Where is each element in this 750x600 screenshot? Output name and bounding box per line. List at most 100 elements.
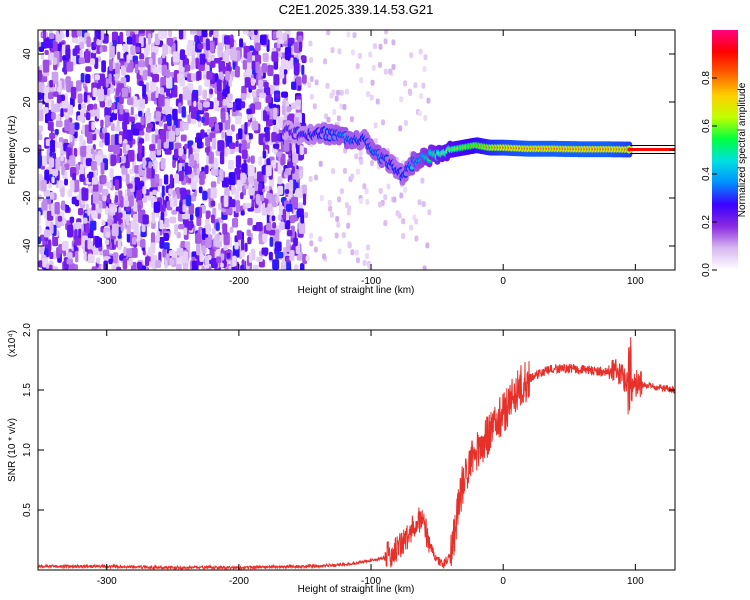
spectrogram-noise-cell — [278, 51, 283, 58]
spectrogram-noise-cell — [218, 71, 225, 81]
spectrogram-noise-cell — [196, 137, 203, 149]
spectrogram-noise-cell — [256, 171, 263, 182]
y-tick-label: -40 — [22, 238, 33, 253]
spectrogram-noise-cell — [60, 108, 64, 118]
spectrogram-noise-cell — [67, 224, 74, 238]
spectrogram-noise-cell — [409, 52, 414, 59]
spectrogram-noise-cell — [388, 68, 393, 75]
spectrogram-noise-cell — [105, 231, 111, 238]
spectrogram-noise-cell — [427, 209, 432, 216]
spectrogram-noise-cell — [55, 33, 62, 42]
spectrogram-noise-cell — [372, 43, 377, 50]
spectrogram-noise-cell — [176, 247, 184, 256]
spectrogram-noise-cell — [90, 148, 95, 155]
spectrogram-noise-layer — [38, 30, 432, 270]
spectrogram-noise-cell — [358, 197, 363, 204]
spectrogram-noise-cell — [175, 127, 180, 136]
spectrogram-noise-cell — [94, 74, 100, 81]
spectrogram-noise-cell — [117, 190, 123, 201]
x-tick-label: 100 — [627, 276, 644, 287]
spectrogram-noise-cell — [210, 258, 218, 269]
spectrogram-noise-cell — [195, 57, 199, 70]
spectrogram-noise-cell — [169, 259, 175, 265]
spectrogram-noise-cell — [425, 242, 430, 249]
spectrogram-noise-cell — [54, 128, 59, 136]
spectrogram-noise-cell — [398, 125, 403, 132]
spectrogram-noise-cell — [196, 243, 201, 256]
spectrogram-noise-cell — [184, 90, 192, 101]
spectrogram-noise-cell — [143, 160, 147, 166]
spectrogram-noise-cell — [246, 108, 252, 115]
y-tick-label: 40 — [22, 48, 33, 60]
spectrogram-noise-cell — [228, 265, 232, 270]
spectrogram-noise-cell — [180, 134, 187, 142]
spectrogram-noise-cell — [204, 255, 209, 265]
spectrogram-noise-cell — [96, 207, 102, 214]
spectrogram-noise-cell — [423, 114, 428, 121]
spectrogram-noise-cell — [283, 69, 288, 75]
spectrogram-noise-cell — [184, 64, 191, 72]
spectrogram-noise-cell — [200, 245, 207, 254]
spectrogram-noise-cell — [304, 212, 309, 219]
spectrogram-noise-cell — [206, 71, 213, 80]
spectrogram-noise-cell — [198, 186, 203, 194]
spectrogram-noise-cell — [240, 264, 245, 270]
spectrogram-noise-cell — [49, 151, 53, 157]
spectrogram-noise-cell — [93, 103, 98, 110]
spectrogram-noise-cell — [401, 233, 406, 240]
colorbar-label: Normalized spectral amplitude — [737, 82, 748, 217]
colorbar-tick-label: 0.8 — [701, 71, 712, 85]
spectrogram-noise-cell — [383, 68, 388, 75]
spectrogram-noise-cell — [418, 48, 423, 55]
spectrogram-noise-cell — [254, 30, 258, 36]
spectrogram-noise-cell — [276, 122, 281, 129]
spectrogram-noise-cell — [138, 60, 146, 68]
spectrogram-noise-cell — [42, 59, 50, 73]
spectrogram-noise-cell — [309, 232, 314, 239]
spectrogram-noise-cell — [116, 120, 120, 128]
spectrogram-noise-cell — [210, 187, 217, 199]
spectrogram-noise-cell — [98, 201, 103, 209]
spectrogram-noise-cell — [236, 230, 243, 240]
spectrogram-noise-cell — [142, 249, 146, 256]
spectrogram-noise-cell — [51, 176, 55, 184]
spectrogram-noise-cell — [377, 201, 382, 208]
spectrogram-noise-cell — [79, 49, 83, 59]
spectrogram-noise-cell — [213, 30, 219, 38]
spectrogram-noise-cell — [49, 191, 55, 200]
spectrogram-noise-cell — [92, 191, 100, 204]
spectrogram-noise-cell — [151, 46, 159, 54]
spectrogram-noise-cell — [113, 144, 120, 155]
spectrogram-noise-cell — [99, 140, 104, 148]
spectrogram-noise-cell — [293, 264, 299, 270]
spectrogram-noise-cell — [214, 123, 219, 131]
spectrogram-noise-cell — [215, 162, 219, 170]
spectrogram-noise-cell — [181, 154, 187, 160]
spectrogram-noise-cell — [130, 247, 138, 258]
spectrogram-noise-cell — [173, 196, 178, 207]
spectrogram-noise-cell — [133, 222, 139, 236]
spectrogram-noise-cell — [190, 108, 197, 119]
colorbar: 0.0 0.2 0.4 0.6 0.8 Normalized spectral ampl… — [701, 30, 748, 277]
spectrogram-noise-cell — [142, 70, 148, 81]
spectrogram-noise-cell — [302, 193, 307, 206]
spectrogram-noise-cell — [147, 64, 151, 77]
spectrogram-noise-cell — [101, 188, 109, 196]
spectrogram-noise-cell — [279, 221, 285, 231]
spectrogram-noise-cell — [300, 55, 306, 61]
spectrogram-noise-cell — [284, 47, 292, 61]
spectrogram-noise-cell — [414, 218, 419, 225]
spectrogram-noise-cell — [234, 65, 240, 78]
spectrogram-noise-cell — [371, 64, 376, 71]
spectrogram-noise-cell — [253, 178, 258, 192]
spectrogram-noise-cell — [91, 266, 98, 270]
spectrogram-noise-cell — [342, 167, 347, 174]
spectrogram-noise-cell — [344, 88, 349, 95]
spectrogram-noise-cell — [359, 77, 364, 84]
spectrogram-noise-cell — [73, 148, 78, 157]
spectrogram-noise-cell — [339, 89, 344, 96]
spectrogram-noise-cell — [104, 239, 110, 245]
spectrogram-noise-cell — [64, 163, 70, 171]
spectrogram-noise-cell — [337, 196, 342, 203]
spectrogram-noise-cell — [293, 237, 298, 247]
